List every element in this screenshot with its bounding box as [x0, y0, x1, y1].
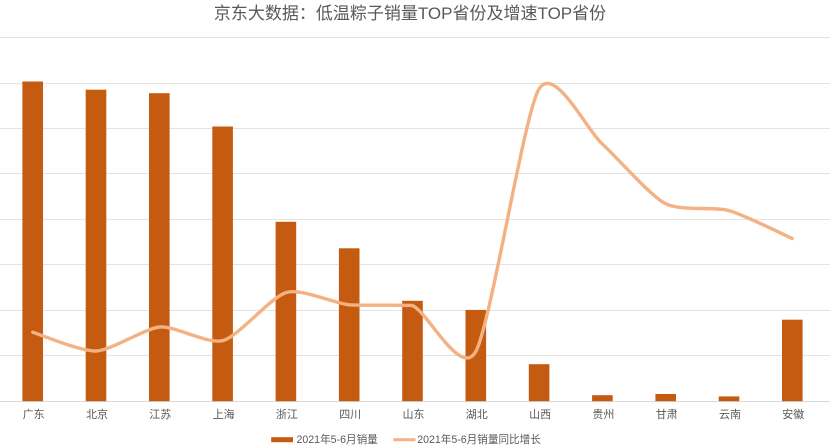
- svg-text:广东: 广东: [23, 408, 45, 421]
- svg-text:山西: 山西: [529, 408, 551, 421]
- svg-text:2021年5-6月销量同比增长: 2021年5-6月销量同比增长: [417, 433, 541, 446]
- svg-text:浙江: 浙江: [276, 408, 298, 421]
- svg-text:湖北: 湖北: [466, 408, 488, 421]
- svg-text:云南: 云南: [719, 408, 741, 421]
- svg-text:京东大数据：低温粽子销量TOP省份及增速TOP省份: 京东大数据：低温粽子销量TOP省份及增速TOP省份: [214, 4, 606, 23]
- svg-text:2021年5-6月销量: 2021年5-6月销量: [297, 433, 379, 446]
- svg-text:甘肃: 甘肃: [656, 408, 678, 421]
- svg-text:四川: 四川: [339, 409, 361, 421]
- svg-text:安徽: 安徽: [782, 407, 804, 421]
- svg-text:江苏: 江苏: [149, 408, 171, 421]
- svg-text:上海: 上海: [213, 407, 235, 421]
- svg-text:北京: 北京: [86, 407, 108, 421]
- svg-text:山东: 山东: [403, 408, 425, 421]
- svg-text:贵州: 贵州: [592, 408, 614, 421]
